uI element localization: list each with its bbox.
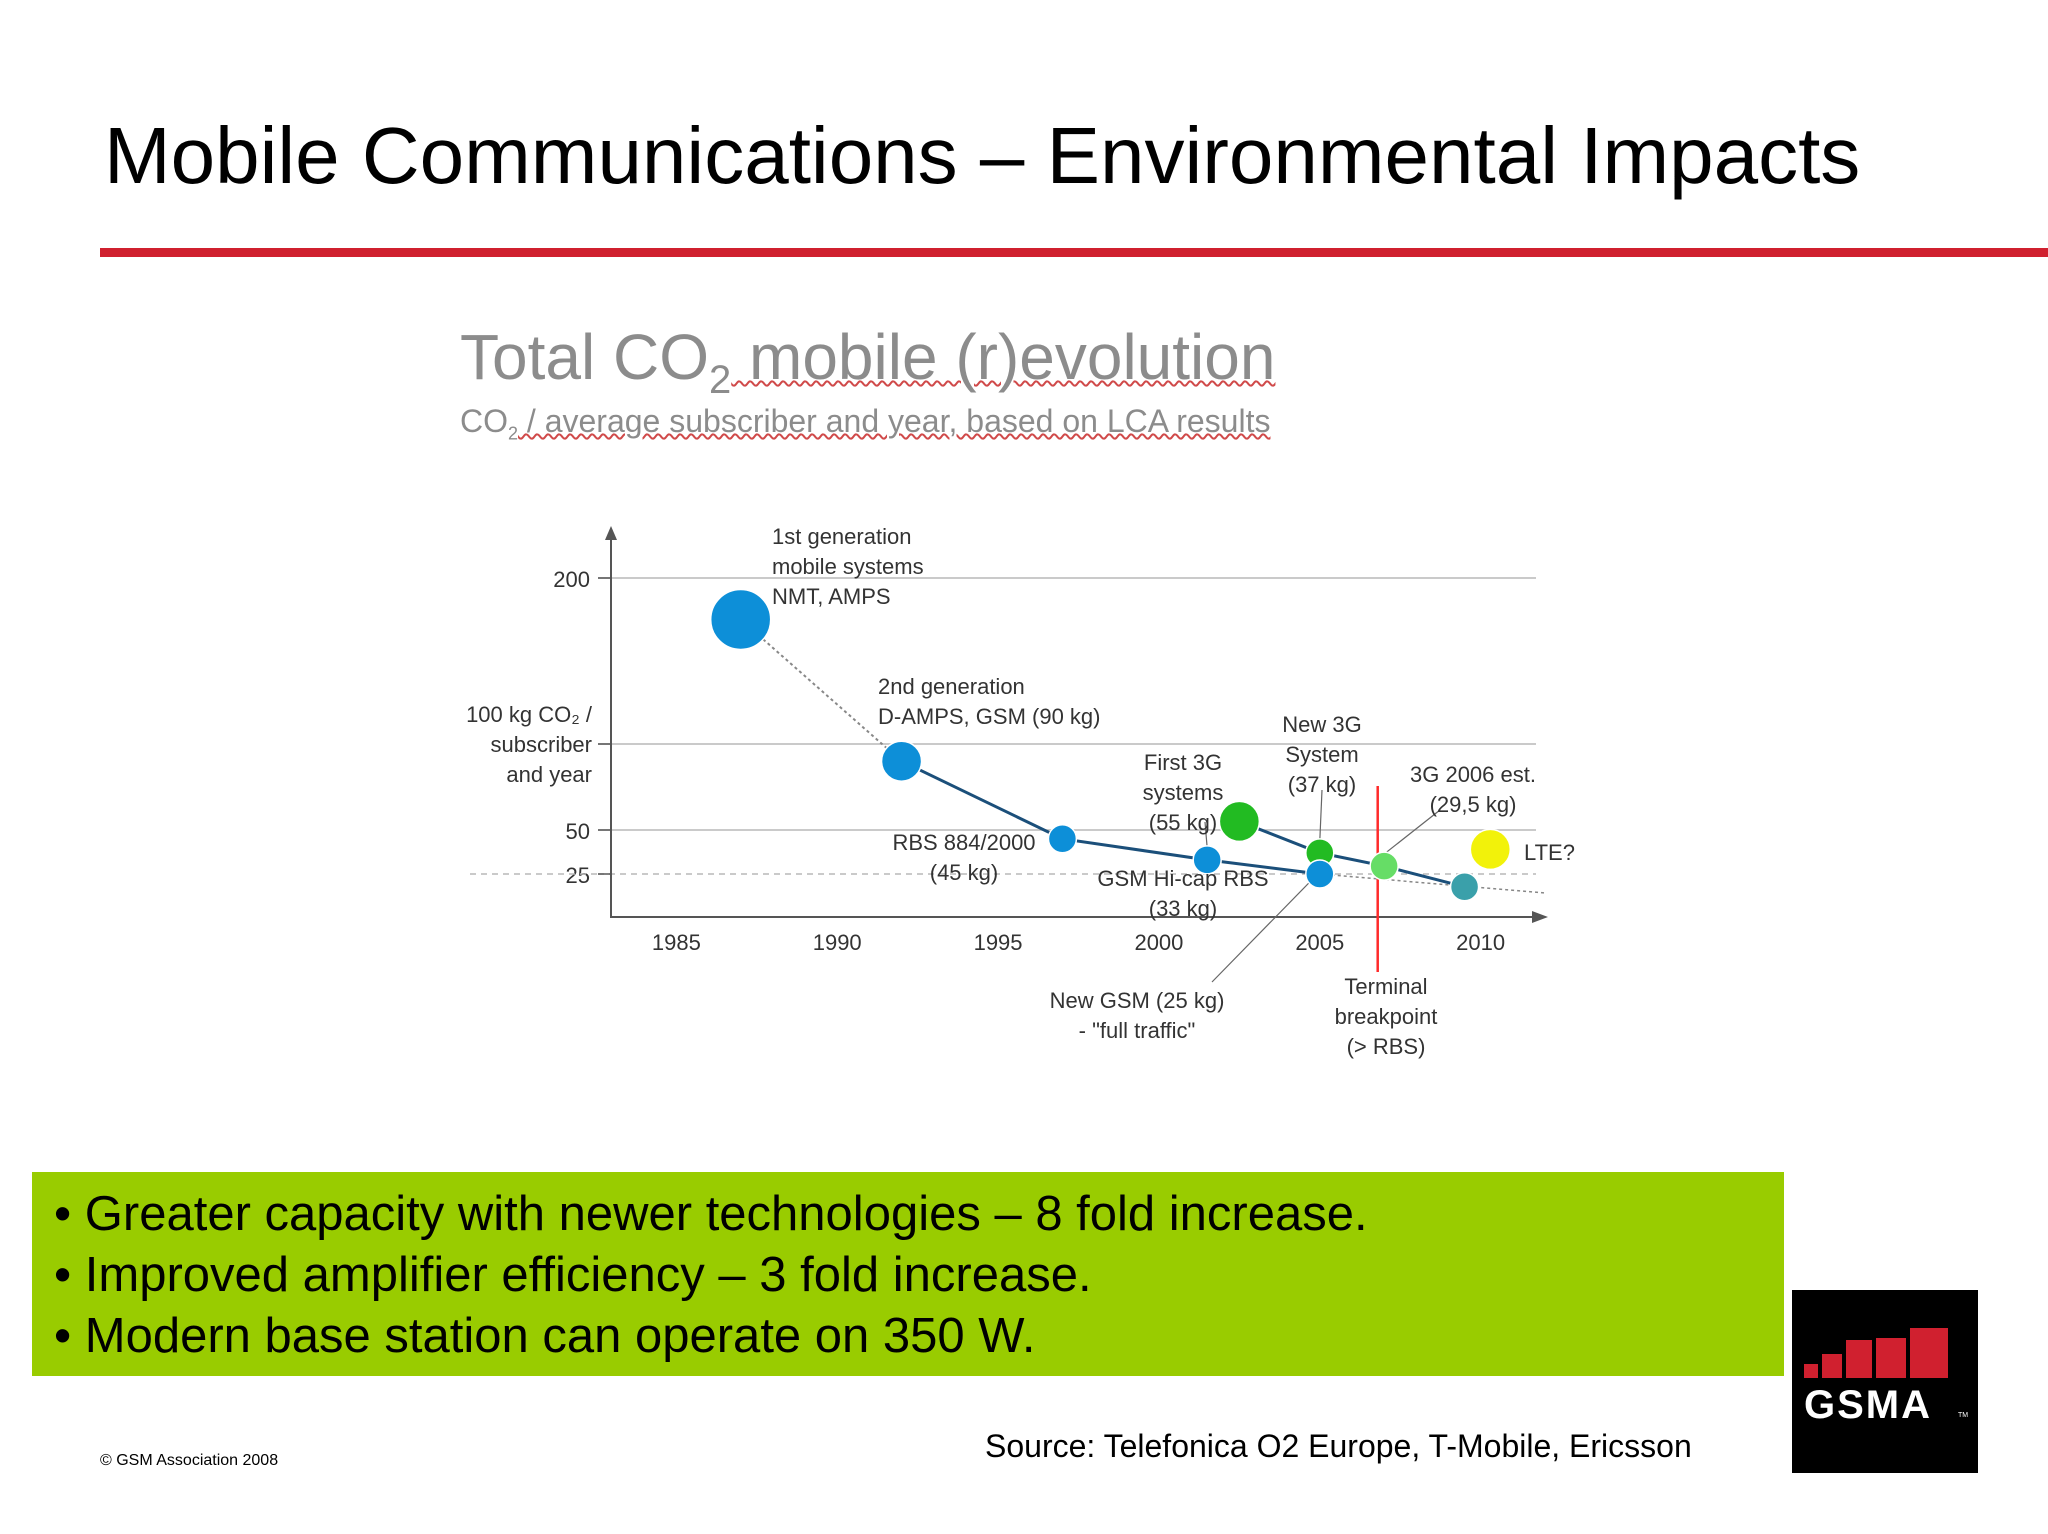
y-axis-arrow: [605, 526, 617, 540]
chart-title: Total CO2 mobile (r)evolution: [460, 320, 1275, 403]
data-point: [1305, 859, 1335, 889]
signal-bars-icon: [1804, 1328, 1948, 1378]
bullet-item: • Modern base station can operate on 350…: [54, 1309, 1036, 1363]
x-tick-label: 1990: [813, 930, 862, 955]
data-label: 1st generation: [772, 524, 911, 549]
x-tick-label: 2010: [1456, 930, 1505, 955]
x-tick-label: 1995: [974, 930, 1023, 955]
data-label: D-AMPS, GSM (90 kg): [878, 704, 1100, 729]
leader-first3g: [1204, 821, 1208, 848]
chart-subtitle-post: / average subscriber and year, based on …: [518, 403, 1271, 439]
source-text: Source: Telefonica O2 Europe, T-Mobile, …: [985, 1428, 1692, 1464]
logo-tm: TM: [1958, 1412, 1968, 1419]
data-label: New GSM (25 kg): [1050, 988, 1225, 1013]
data-point: [1469, 828, 1512, 871]
trend-line-future: [1319, 873, 1546, 894]
data-label: 3G 2006 est.: [1410, 762, 1536, 787]
chart-subtitle: CO2 / average subscriber and year, based…: [460, 403, 1270, 444]
chart-subtitle-pre: CO: [460, 403, 508, 439]
data-label: New 3G: [1282, 712, 1361, 737]
data-point: [1218, 800, 1261, 843]
trend-line-3g: [1238, 820, 1465, 889]
data-label: systems: [1143, 780, 1224, 805]
copyright-text: © GSM Association 2008: [100, 1452, 279, 1469]
y-axis-label: and year: [506, 762, 592, 787]
data-label: System: [1285, 742, 1358, 767]
data-label: (55 kg): [1149, 810, 1217, 835]
data-label: (33 kg): [1149, 896, 1217, 921]
data-point: [880, 740, 923, 782]
bullet-item: • Improved amplifier efficiency – 3 fold…: [54, 1248, 1092, 1302]
chart-title-sub: 2: [708, 357, 732, 402]
x-axis-arrow: [1532, 911, 1548, 923]
x-tick-label: 2005: [1295, 930, 1344, 955]
data-point: [1047, 824, 1078, 854]
data-label: (29,5 kg): [1430, 792, 1517, 817]
y-tick-label: 200: [553, 567, 590, 592]
data-label: LTE?: [1524, 840, 1575, 865]
data-label: - "full traffic": [1079, 1018, 1196, 1043]
data-point: [1449, 872, 1480, 902]
chart-panel: [455, 315, 1595, 1075]
leader-3g2006: [1383, 809, 1441, 855]
data-label: First 3G: [1144, 750, 1222, 775]
terminal-breakpoint-label: breakpoint: [1335, 1004, 1438, 1029]
x-tick-label: 2000: [1134, 930, 1183, 955]
logo-text: GSMA: [1804, 1383, 1932, 1427]
terminal-breakpoint-label: Terminal: [1344, 974, 1427, 999]
data-point: [1192, 845, 1222, 875]
data-label: (37 kg): [1288, 772, 1356, 797]
bullet-item: • Greater capacity with newer technologi…: [54, 1187, 1368, 1241]
leader-newgsm: [1211, 881, 1311, 983]
chart-title-pre: Total CO: [460, 321, 709, 393]
data-label: GSM Hi-cap RBS: [1097, 866, 1268, 891]
data-label: NMT, AMPS: [772, 584, 891, 609]
bullet-box: • Greater capacity with newer technologi…: [32, 1172, 1784, 1376]
leader-new3g: [1319, 789, 1323, 841]
data-point: [1369, 851, 1399, 881]
chart-subtitle-sub: 2: [508, 423, 519, 444]
data-label: RBS 884/2000: [892, 830, 1035, 855]
y-axis-label: subscriber: [491, 732, 592, 757]
chart-title-post: mobile (r)evolution: [731, 321, 1276, 393]
terminal-breakpoint-label: (> RBS): [1347, 1034, 1426, 1059]
data-label: mobile systems: [772, 554, 924, 579]
x-tick-label: 1985: [652, 930, 701, 955]
slide-title: Mobile Communications – Environmental Im…: [104, 111, 1861, 200]
y-tick-label: 25: [566, 863, 590, 888]
y-tick-label: 50: [566, 819, 590, 844]
gsma-logo-icon: GSMA TM: [1792, 1290, 1978, 1473]
y-axis-label: 100 kg CO₂ /: [466, 702, 593, 727]
title-accent-rule: [100, 248, 2048, 257]
data-label: (45 kg): [930, 860, 998, 885]
data-label: 2nd generation: [878, 674, 1025, 699]
trend-line-gsm: [900, 759, 1320, 876]
data-point: [709, 588, 772, 651]
